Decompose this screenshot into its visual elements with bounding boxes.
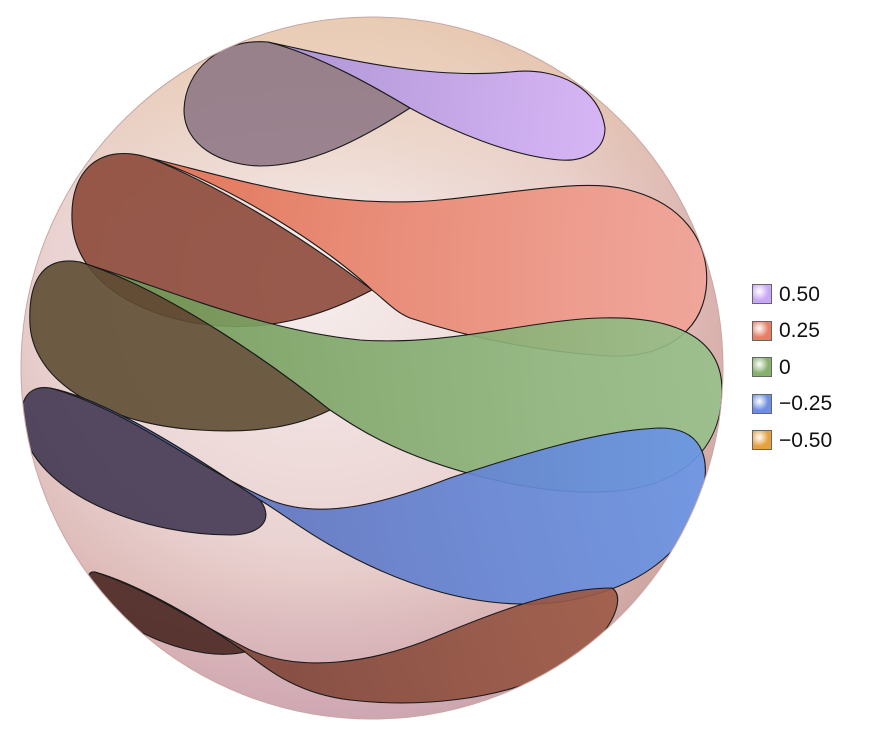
- legend-swatch-0.50: [752, 284, 772, 305]
- legend-label-0.50: 0.50: [779, 282, 820, 306]
- legend-swatch-neg0.25: [752, 393, 772, 414]
- legend-item-neg0.50: −0.50: [752, 422, 882, 459]
- legend-item-0.25: 0.25: [752, 313, 882, 350]
- legend-item-0: 0: [752, 349, 882, 386]
- band-0-front: [79, 261, 723, 493]
- legend-label-neg0.50: −0.50: [779, 428, 833, 452]
- legend-swatch-0.25: [752, 320, 772, 341]
- legend-label-0: 0: [779, 355, 791, 379]
- legend: 0.50 0.25 0 −0.25 −0.50: [752, 276, 882, 459]
- legend-swatch-0: [752, 357, 772, 378]
- legend-item-0.50: 0.50: [752, 276, 882, 313]
- legend-label-0.25: 0.25: [779, 319, 820, 343]
- band-0.50-front: [267, 41, 606, 161]
- legend-label-neg0.25: −0.25: [779, 392, 833, 416]
- legend-item-neg0.25: −0.25: [752, 386, 882, 423]
- band-neg0.50-front: [94, 571, 619, 704]
- sphere-rim: [20, 16, 724, 720]
- legend-swatch-neg0.50: [752, 430, 772, 451]
- band-0.25-front: [149, 157, 708, 357]
